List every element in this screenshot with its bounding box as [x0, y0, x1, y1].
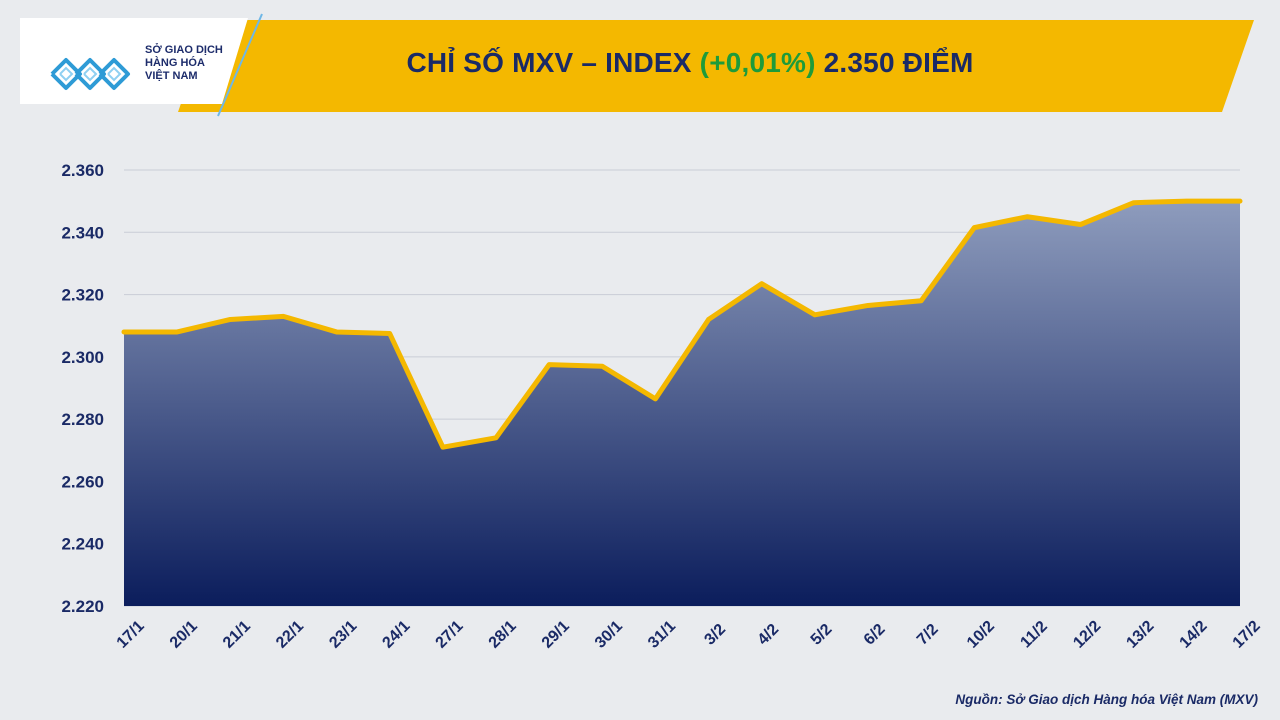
- x-tick-label: 4/2: [755, 621, 783, 649]
- data-point: [228, 317, 232, 321]
- y-axis: 2.220 2.240 2.260 2.280 2.300 2.320 2.340 2.360: [61, 161, 104, 616]
- x-tick-label: 28/1: [486, 618, 520, 652]
- data-point: [281, 314, 285, 318]
- title-change: (+0,01%): [699, 47, 816, 78]
- y-tick-label: 2.260: [61, 472, 104, 491]
- data-point: [972, 226, 976, 230]
- x-tick-label: 7/2: [914, 621, 942, 649]
- x-tick-label: 6/2: [861, 621, 889, 649]
- y-tick-label: 2.280: [61, 410, 104, 429]
- source-note: Nguồn: Sở Giao dịch Hàng hóa Việt Nam (M…: [955, 692, 1258, 707]
- data-point: [175, 330, 179, 334]
- logo: [22, 24, 252, 104]
- x-tick-label: 10/2: [964, 618, 998, 652]
- data-point: [1185, 199, 1189, 203]
- data-point: [866, 303, 870, 307]
- x-tick-label: 24/1: [379, 618, 413, 652]
- data-point: [441, 445, 445, 449]
- data-point: [760, 282, 764, 286]
- accent-line: [217, 13, 263, 117]
- data-point: [335, 330, 339, 334]
- data-point: [813, 313, 817, 317]
- x-tick-label: 3/2: [701, 621, 729, 649]
- x-tick-label: 27/1: [433, 618, 467, 652]
- header-banner: SỞ GIAO DỊCH HÀNG HÓA VIỆT NAM CHỈ SỐ MX…: [0, 0, 1280, 120]
- title-value: 2.350 ĐIỂM: [823, 47, 974, 78]
- data-point: [653, 397, 657, 401]
- banner-shapes: [20, 13, 1254, 117]
- x-tick-label: 17/2: [1230, 618, 1264, 652]
- title-bar: [178, 20, 1254, 112]
- series-line-path: [121, 198, 1243, 450]
- title-main: CHỈ SỐ MXV – INDEX: [406, 47, 692, 78]
- data-point: [388, 332, 392, 335]
- data-point: [600, 364, 604, 368]
- logo-line-2: HÀNG HÓA: [145, 57, 205, 69]
- logo-text: SỞ GIAO DỊCH HÀNG HÓA VIỆT NAM: [145, 44, 255, 83]
- y-tick-label: 2.340: [61, 223, 104, 242]
- x-tick-label: 11/2: [1017, 618, 1050, 651]
- mxv-logo-icon: [50, 58, 130, 90]
- x-tick-label: 20/1: [167, 618, 201, 652]
- y-tick-label: 2.320: [61, 286, 104, 305]
- series-line: [121, 198, 1243, 450]
- data-point: [1079, 223, 1083, 226]
- logo-panel: [20, 18, 248, 104]
- data-point: [122, 330, 126, 334]
- x-tick-label: 31/1: [645, 618, 679, 652]
- y-tick-label: 2.300: [61, 348, 104, 367]
- x-tick-label: 5/2: [808, 621, 836, 649]
- x-tick-label: 13/2: [1123, 618, 1157, 652]
- x-tick-label: 23/1: [326, 618, 360, 652]
- data-point: [1238, 199, 1242, 203]
- x-tick-label: 30/1: [592, 618, 626, 652]
- y-tick-label: 2.220: [61, 597, 104, 616]
- index-chart: 2.220 2.240 2.260 2.280 2.300 2.320 2.340 2.360…: [61, 161, 1264, 652]
- x-axis: 17/1 20/1 21/1 22/1 23/1 24/1 27/1 28/1 29/1 30/1…: [114, 618, 1264, 652]
- x-tick-label: 29/1: [539, 618, 573, 652]
- x-tick-label: 21/1: [220, 618, 254, 652]
- x-tick-label: 14/2: [1177, 618, 1211, 652]
- logo-line-3: VIỆT NAM: [145, 70, 198, 82]
- data-point: [919, 299, 923, 303]
- page-title: CHỈ SỐ MXV – INDEX (+0,01%) 2.350 ĐIỂM: [260, 47, 1120, 79]
- data-point: [707, 317, 711, 321]
- logo-line-1: SỞ GIAO DỊCH: [145, 44, 223, 56]
- data-point: [1025, 215, 1029, 219]
- data-point: [494, 436, 498, 440]
- x-tick-label: 17/1: [114, 618, 148, 652]
- area-fill: [124, 201, 1240, 606]
- x-tick-label: 22/1: [273, 618, 307, 652]
- y-tick-label: 2.360: [61, 161, 104, 180]
- x-tick-label: 12/2: [1070, 618, 1104, 652]
- data-point: [1132, 201, 1136, 205]
- y-tick-label: 2.240: [61, 535, 104, 554]
- data-point: [547, 363, 551, 367]
